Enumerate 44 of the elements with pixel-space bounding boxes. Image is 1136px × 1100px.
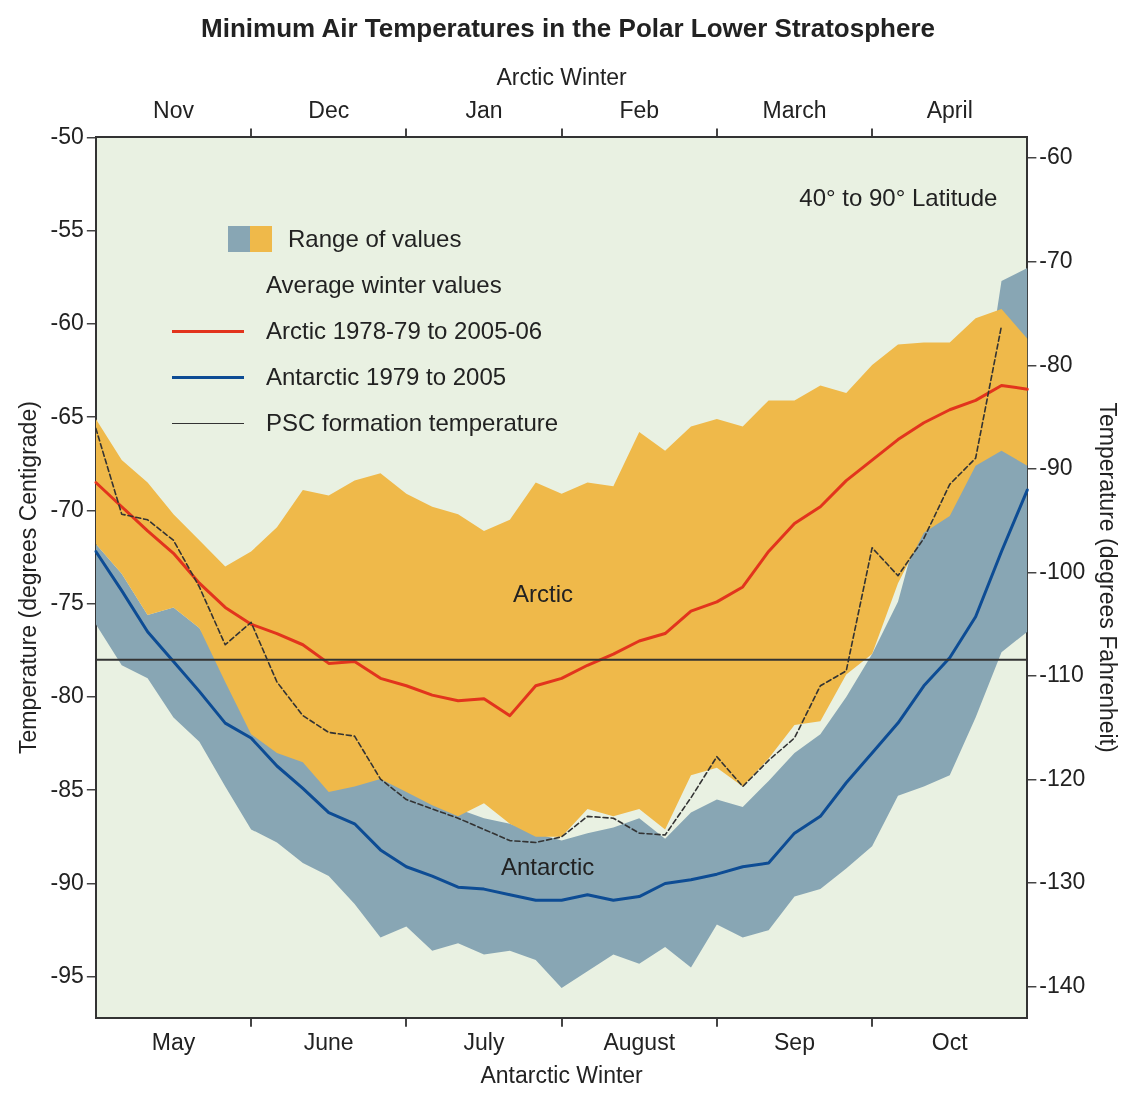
legend-label: Antarctic 1979 to 2005	[266, 362, 507, 392]
text: March	[762, 96, 827, 123]
y-axis-title: Temperature (degrees Centigrade)	[15, 401, 42, 755]
y2-tick-label: -60	[1039, 143, 1073, 170]
y-tick-label: -85	[50, 775, 84, 802]
y2-tick-label: -120	[1039, 764, 1086, 791]
x-tick-label: July	[463, 1028, 505, 1055]
x-tick-label: August	[603, 1028, 676, 1055]
x-tick-label: Sep	[774, 1028, 815, 1055]
x-axis-title: Antarctic Winter	[480, 1061, 644, 1088]
y-tick-label: -90	[50, 868, 84, 895]
y2-tick-label: -130	[1039, 868, 1086, 895]
x-tick-label: May	[151, 1028, 196, 1055]
annotation: Antarctic	[500, 852, 595, 880]
y-tick-label: -55	[50, 216, 84, 243]
text: Nov	[153, 96, 195, 123]
text: Dec	[308, 96, 350, 123]
x2-axis-title: Arctic Winter	[496, 64, 628, 91]
chart-title: Minimum Air Temperatures in the Polar Lower Stratosphere	[201, 12, 935, 43]
y2-tick-label: -110	[1039, 661, 1084, 688]
x-tick-label: Oct	[931, 1028, 969, 1055]
legend-label: PSC formation temperature	[266, 408, 559, 438]
legend-label: Arctic 1978-79 to 2005-06	[266, 316, 543, 346]
y-tick-label: -50	[50, 122, 84, 149]
y2-tick-label: -70	[1039, 247, 1073, 274]
y-tick-label: -70	[50, 495, 84, 522]
legend-title: Average winter values	[266, 270, 503, 300]
y-tick-label: -95	[50, 962, 84, 989]
y2-tick-label: -80	[1039, 350, 1073, 377]
text: April	[926, 96, 973, 123]
x-tick-label: June	[303, 1028, 354, 1055]
y-tick-label: -75	[50, 589, 84, 616]
y-tick-label: -65	[50, 402, 84, 429]
y-tick-label: -80	[50, 682, 84, 709]
annotation: Range of values	[288, 224, 462, 254]
text: Jan	[465, 96, 503, 123]
annotation: 40° to 90° Latitude	[799, 184, 998, 212]
text: Feb	[619, 96, 660, 123]
y2-tick-label: -140	[1039, 972, 1086, 999]
y2-tick-label: -100	[1039, 557, 1086, 584]
annotation: Arctic	[512, 579, 573, 607]
y-tick-label: -60	[50, 309, 84, 336]
y2-axis-title: Temperature (degrees Fahrenheit)	[1094, 402, 1121, 753]
y2-tick-label: -90	[1039, 454, 1073, 481]
